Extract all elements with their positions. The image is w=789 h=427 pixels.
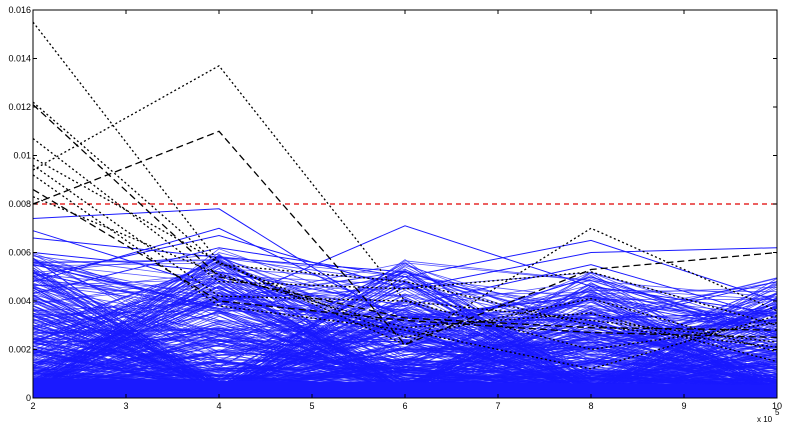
- normal-series-line: [32, 278, 778, 384]
- normal-series-line: [32, 239, 778, 302]
- highlight-series-line: [32, 101, 778, 348]
- highlight-series-line: [32, 64, 778, 351]
- x-tick-label: 9: [681, 401, 686, 411]
- normal-series-line: [32, 291, 778, 388]
- normal-series-line: [32, 252, 778, 319]
- y-tick-label: 0.006: [8, 248, 31, 258]
- normal-series-line: [32, 303, 778, 377]
- highlight-series-line: [32, 164, 778, 343]
- normal-series-line: [32, 208, 778, 326]
- normal-series-line: [32, 266, 778, 384]
- normal-series-line: [32, 237, 778, 326]
- y-tick-label: 0.004: [8, 296, 31, 306]
- normal-series-line: [32, 309, 778, 393]
- plot-area: [32, 9, 778, 399]
- x-tick-label: 6: [402, 401, 407, 411]
- x-tick-label: 5: [309, 401, 314, 411]
- x-axis: 2 3 4 5 6 7 8 9 10: [30, 10, 782, 411]
- y-tick-label: 0.016: [8, 5, 31, 15]
- x-tick-label: 10: [772, 401, 782, 411]
- normal-series-line: [32, 306, 778, 388]
- highlight-series-line: [32, 130, 778, 346]
- normal-series-line: [32, 301, 778, 393]
- normal-series-group: [32, 208, 778, 398]
- y-tick-label: 0.012: [8, 102, 31, 112]
- normal-series-density: [33, 378, 777, 398]
- highlight-series-line: [32, 137, 778, 326]
- y-tick-label: 0.014: [8, 54, 31, 64]
- normal-series-line: [32, 325, 778, 380]
- highlight-series-line: [32, 174, 778, 370]
- normal-series-line: [32, 297, 778, 390]
- y-tick-label: 0: [26, 393, 31, 403]
- x-tick-label: 7: [495, 401, 500, 411]
- highlight-series-line: [32, 188, 778, 339]
- x-multiplier-label: x 10: [757, 415, 773, 424]
- normal-series-line: [32, 278, 778, 393]
- y-tick-label: 0.008: [8, 199, 31, 209]
- normal-series-line: [32, 328, 778, 391]
- x-multiplier-exponent: 5: [775, 408, 780, 417]
- x-multiplier: x 10 5: [757, 408, 780, 424]
- normal-series-line: [32, 230, 778, 336]
- y-axis: 0 0.002 0.004 0.006 0.008 0.01 0.012 0.014 0.016: [8, 5, 777, 403]
- x-tick-label: 8: [588, 401, 593, 411]
- normal-series-line: [32, 234, 778, 290]
- normal-series-line: [32, 259, 778, 357]
- normal-series-line: [32, 287, 778, 395]
- normal-series-line: [32, 287, 778, 387]
- x-tick-label: 3: [123, 401, 128, 411]
- normal-series-line: [32, 272, 778, 392]
- normal-series-line: [32, 225, 778, 314]
- y-tick-label: 0.01: [13, 151, 31, 161]
- highlight-series-line: [32, 104, 778, 331]
- highlight-series-group: [32, 21, 778, 370]
- y-tick-label: 0.002: [8, 345, 31, 355]
- x-tick-label: 4: [216, 401, 221, 411]
- x-tick-label: 2: [30, 401, 35, 411]
